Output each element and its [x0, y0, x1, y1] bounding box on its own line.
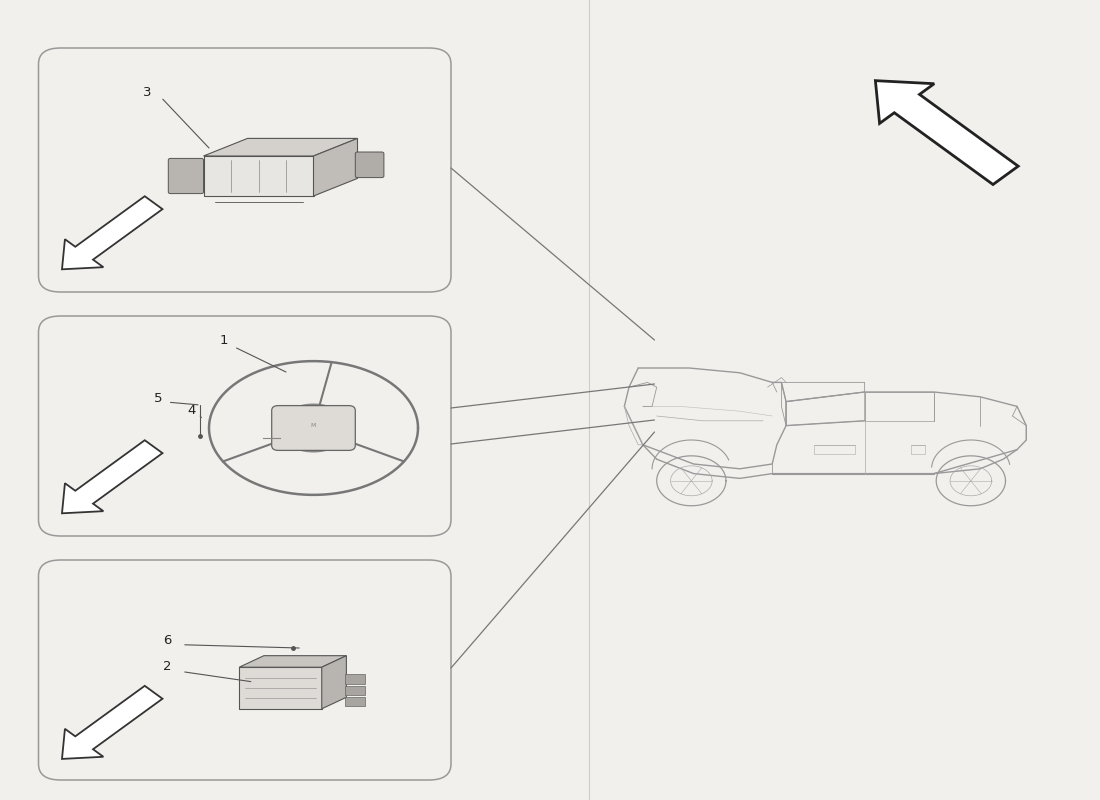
Polygon shape [876, 81, 1019, 185]
FancyBboxPatch shape [345, 697, 365, 706]
FancyBboxPatch shape [272, 406, 355, 450]
Text: 4: 4 [187, 405, 196, 418]
Polygon shape [62, 440, 163, 514]
Text: 5: 5 [154, 392, 163, 405]
Polygon shape [240, 667, 321, 709]
FancyBboxPatch shape [39, 48, 451, 292]
Polygon shape [62, 686, 163, 759]
Text: 6: 6 [163, 634, 172, 647]
Polygon shape [314, 138, 358, 196]
Polygon shape [62, 196, 163, 270]
Text: M: M [311, 423, 316, 428]
Text: 2: 2 [163, 661, 172, 674]
FancyBboxPatch shape [345, 674, 365, 684]
Polygon shape [240, 656, 346, 667]
Text: 3: 3 [143, 86, 152, 99]
Text: 1: 1 [220, 334, 229, 347]
FancyBboxPatch shape [355, 152, 384, 178]
Polygon shape [321, 656, 346, 709]
FancyBboxPatch shape [168, 158, 204, 194]
FancyBboxPatch shape [345, 686, 365, 695]
FancyBboxPatch shape [39, 560, 451, 780]
FancyBboxPatch shape [39, 316, 451, 536]
Polygon shape [204, 156, 314, 196]
Polygon shape [204, 138, 358, 156]
